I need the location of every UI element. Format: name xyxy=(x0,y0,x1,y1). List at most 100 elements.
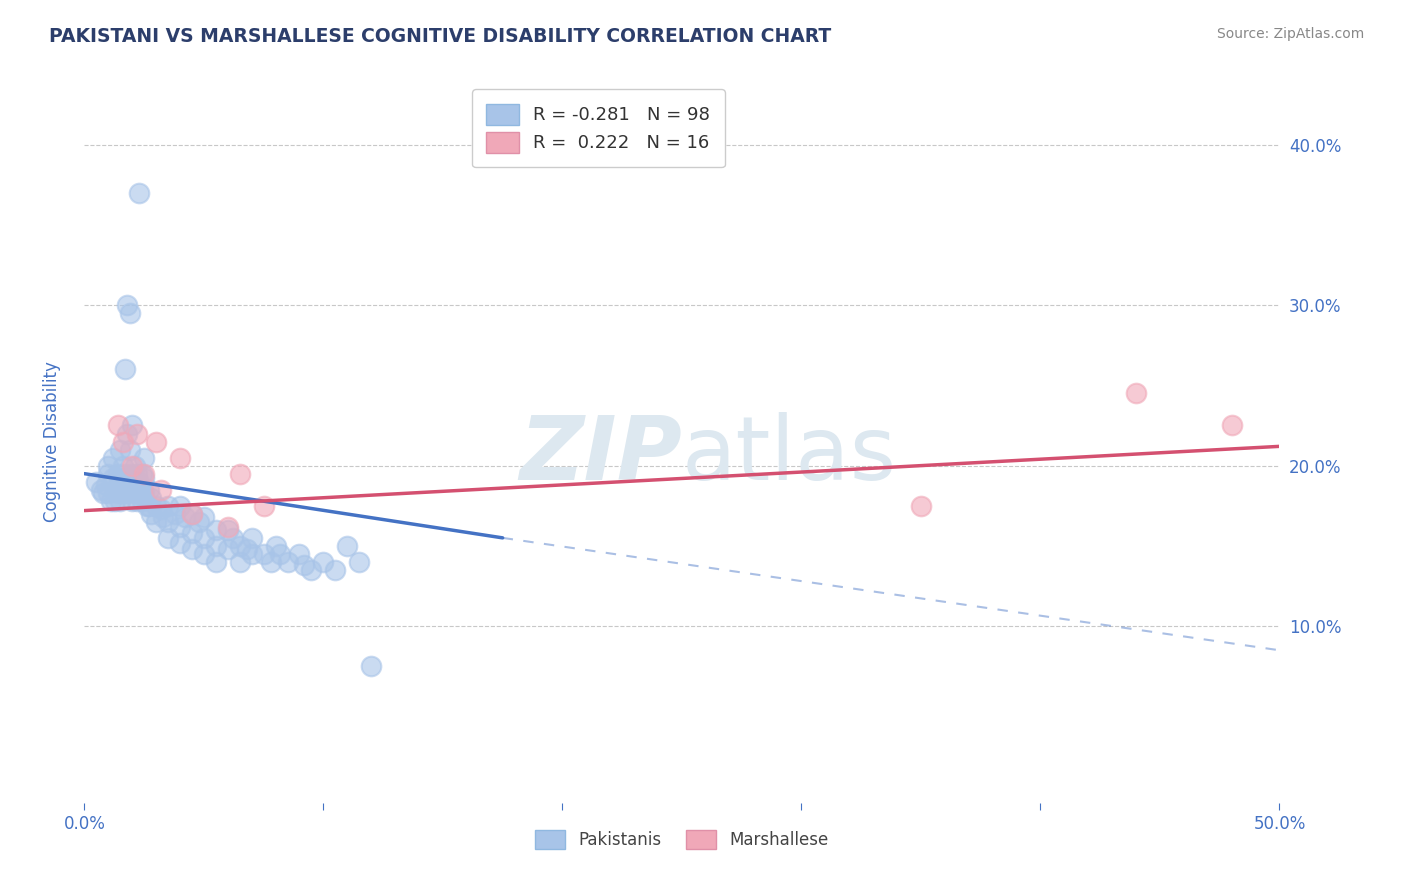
Point xyxy=(157,515,180,529)
Point xyxy=(121,494,143,508)
Point xyxy=(149,483,172,497)
Point xyxy=(121,418,143,433)
Point xyxy=(132,471,156,485)
Point xyxy=(181,507,204,521)
Point xyxy=(97,486,120,500)
Legend: Pakistanis, Marshallese: Pakistanis, Marshallese xyxy=(529,823,835,856)
Point xyxy=(121,458,143,473)
Point xyxy=(124,475,146,489)
Point xyxy=(165,507,187,521)
Point xyxy=(145,499,167,513)
Point xyxy=(292,558,315,573)
Point xyxy=(193,510,215,524)
Text: Source: ZipAtlas.com: Source: ZipAtlas.com xyxy=(1216,27,1364,41)
Point xyxy=(114,362,136,376)
Point xyxy=(169,499,191,513)
Point xyxy=(260,555,283,569)
Point xyxy=(107,418,129,433)
Point xyxy=(111,434,134,449)
Point xyxy=(124,486,146,500)
Point xyxy=(131,467,153,481)
Point xyxy=(125,467,148,481)
Point xyxy=(181,526,204,541)
Point xyxy=(138,483,160,497)
Point xyxy=(131,483,153,497)
Point xyxy=(107,486,129,500)
Point xyxy=(111,458,134,473)
Point xyxy=(110,494,132,508)
Text: ZIP: ZIP xyxy=(519,412,682,500)
Point xyxy=(128,486,150,500)
Point xyxy=(240,531,263,545)
Point xyxy=(152,510,174,524)
Point xyxy=(111,475,134,489)
Point xyxy=(193,531,215,545)
Point xyxy=(117,426,139,441)
Point xyxy=(264,539,287,553)
Point xyxy=(312,555,335,569)
Point xyxy=(205,523,228,537)
Point xyxy=(104,483,127,497)
Text: PAKISTANI VS MARSHALLESE COGNITIVE DISABILITY CORRELATION CHART: PAKISTANI VS MARSHALLESE COGNITIVE DISAB… xyxy=(49,27,831,45)
Point xyxy=(125,494,148,508)
Point xyxy=(217,542,239,557)
Point xyxy=(910,499,932,513)
Point xyxy=(149,502,172,516)
Point xyxy=(138,499,160,513)
Point xyxy=(277,555,299,569)
Point xyxy=(181,507,204,521)
Point xyxy=(118,442,141,457)
Point xyxy=(217,523,239,537)
Point xyxy=(117,471,139,485)
Point xyxy=(125,426,148,441)
Point xyxy=(229,539,252,553)
Point xyxy=(118,478,141,492)
Point xyxy=(125,483,148,497)
Point xyxy=(253,547,276,561)
Point xyxy=(349,555,371,569)
Point xyxy=(90,483,112,497)
Point xyxy=(111,486,134,500)
Point xyxy=(97,458,120,473)
Point xyxy=(97,467,120,481)
Point xyxy=(360,659,382,673)
Point xyxy=(336,539,359,553)
Point xyxy=(169,450,191,465)
Point xyxy=(101,450,124,465)
Point xyxy=(86,475,108,489)
Point xyxy=(107,478,129,492)
Point xyxy=(221,531,243,545)
Point xyxy=(269,547,291,561)
Point xyxy=(205,539,228,553)
Point xyxy=(236,542,259,557)
Point xyxy=(253,499,276,513)
Point xyxy=(1125,386,1147,401)
Point xyxy=(169,535,191,549)
Point xyxy=(1220,418,1243,433)
Point xyxy=(121,483,143,497)
Point xyxy=(229,555,252,569)
Point xyxy=(131,494,153,508)
Point xyxy=(118,306,141,320)
Point xyxy=(181,542,204,557)
Point xyxy=(301,563,323,577)
Point xyxy=(110,471,132,485)
Point xyxy=(173,510,195,524)
Point xyxy=(141,491,163,505)
Point xyxy=(117,486,139,500)
Point xyxy=(325,563,347,577)
Point xyxy=(135,499,157,513)
Point xyxy=(240,547,263,561)
Point xyxy=(117,298,139,312)
Point xyxy=(188,515,211,529)
Point xyxy=(169,519,191,533)
Point xyxy=(193,547,215,561)
Point xyxy=(114,467,136,481)
Point xyxy=(94,478,117,492)
Point xyxy=(110,483,132,497)
Point xyxy=(128,186,150,200)
Point xyxy=(288,547,311,561)
Point xyxy=(132,450,156,465)
Point xyxy=(101,471,124,485)
Point xyxy=(141,507,163,521)
